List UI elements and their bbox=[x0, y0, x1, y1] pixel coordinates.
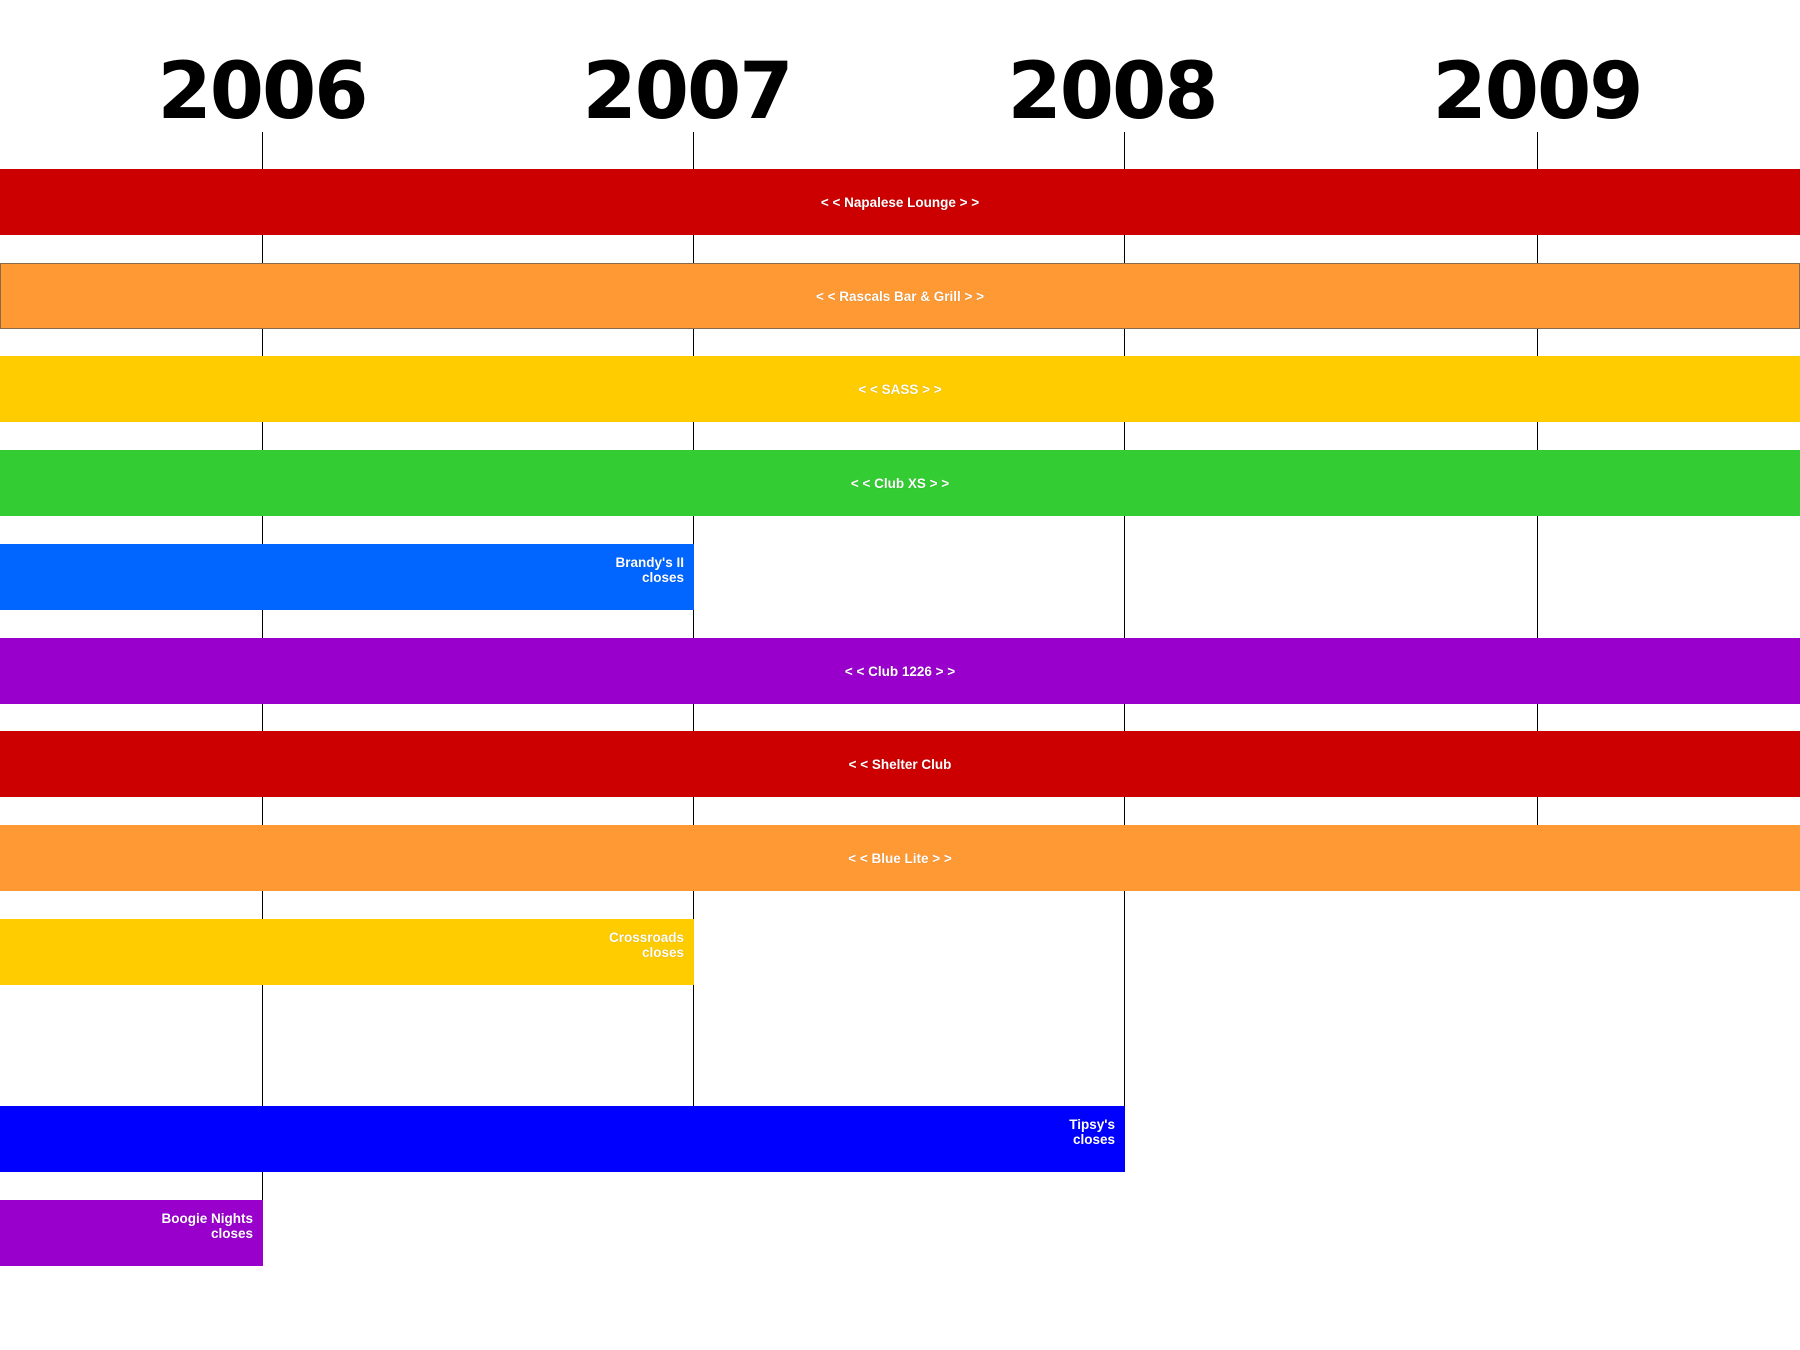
venue-label: Boogie Nights closes bbox=[161, 1211, 254, 1241]
year-label-2006: 2006 bbox=[157, 47, 368, 137]
venue-bar-club-xs: < < Club XS > > bbox=[0, 450, 1800, 516]
venue-bar-blue-lite: < < Blue Lite > > bbox=[0, 825, 1800, 891]
venue-label: Crossroads closes bbox=[608, 930, 684, 960]
venue-label: < < Club XS > > bbox=[850, 475, 950, 491]
year-label-2009: 2009 bbox=[1432, 47, 1643, 137]
year-label-2007: 2007 bbox=[582, 47, 793, 137]
venue-label: < < SASS > > bbox=[858, 381, 942, 397]
venue-bar-sass: < < SASS > > bbox=[0, 356, 1800, 422]
venue-label: Tipsy's closes bbox=[1069, 1117, 1115, 1147]
year-line-2007 bbox=[693, 132, 694, 1107]
venue-label: < < Shelter Club bbox=[848, 756, 952, 772]
venue-label: < < Napalese Lounge > > bbox=[820, 194, 980, 210]
venue-bar-tipsys: Tipsy's closes bbox=[0, 1106, 1125, 1172]
venue-bar-shelter-club: < < Shelter Club bbox=[0, 731, 1800, 797]
venue-label: < < Rascals Bar & Grill > > bbox=[815, 288, 985, 304]
venue-bar-brandys-ii: Brandy's II closes bbox=[0, 544, 694, 610]
venue-bar-boogie-nights: Boogie Nights closes bbox=[0, 1200, 263, 1266]
year-label-2008: 2008 bbox=[1007, 47, 1218, 137]
venue-label: < < Blue Lite > > bbox=[848, 850, 952, 866]
venue-bar-crossroads: Crossroads closes bbox=[0, 919, 694, 985]
venue-bar-club-1226: < < Club 1226 > > bbox=[0, 638, 1800, 704]
venue-bar-rascals-bar-grill: < < Rascals Bar & Grill > > bbox=[0, 263, 1800, 329]
venue-label: < < Club 1226 > > bbox=[844, 663, 956, 679]
venue-bar-napalese-lounge: < < Napalese Lounge > > bbox=[0, 169, 1800, 235]
venue-label: Brandy's II closes bbox=[615, 555, 684, 585]
